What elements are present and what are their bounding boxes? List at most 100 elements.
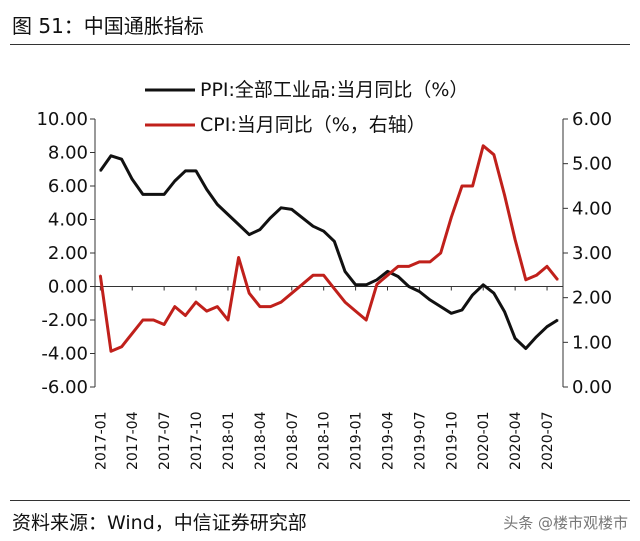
cpi-data-point — [407, 265, 410, 268]
figure-title: 图 51：中国通胀指标 — [12, 14, 204, 38]
y-left-tick-label: 8.00 — [48, 143, 88, 164]
cpi-data-point — [205, 310, 208, 312]
chart-ticks: 10.00 8.00 6.00 4.00 2.00 0.00 -2.00 -4.00 -6.00… — [36, 109, 612, 470]
ppi-data-point — [120, 158, 123, 160]
ppi-data-point — [386, 270, 389, 273]
ppi-data-point — [142, 193, 144, 196]
cpi-data-point — [556, 279, 559, 281]
cpi-data-point — [259, 305, 261, 308]
ppi-data-point — [418, 290, 421, 293]
y-left-tick-label: 2.00 — [48, 243, 88, 264]
cpi-data-point — [237, 256, 240, 259]
cpi-data-point — [163, 323, 165, 326]
x-tick-label: 2017-10 — [189, 412, 205, 471]
cpi-data-point — [439, 252, 442, 254]
ppi-data-point — [535, 335, 538, 338]
x-tick-label: 2019-01 — [349, 412, 365, 471]
x-tick-label: 2018-07 — [285, 412, 301, 471]
ppi-data-point — [110, 155, 112, 157]
cpi-data-point — [386, 274, 389, 277]
cpi-data-point — [110, 350, 112, 353]
ppi-data-point — [280, 206, 282, 209]
x-tick-label: 2018-01 — [221, 412, 237, 471]
cpi-data-point — [142, 319, 144, 321]
cpi-data-point — [450, 216, 453, 219]
ppi-data-point — [269, 217, 272, 219]
cpi-data-point — [301, 283, 304, 286]
inflation-chart: 10.00 8.00 6.00 4.00 2.00 0.00 -2.00 -4.00 -6.00… — [36, 79, 612, 470]
ppi-data-point — [524, 347, 527, 350]
ppi-data-point — [397, 275, 399, 278]
x-tick-label: 2018-10 — [317, 412, 333, 471]
ppi-data-point — [184, 170, 187, 172]
ppi-data-point — [173, 180, 176, 182]
y-left-tick-label: -6.00 — [41, 377, 88, 398]
x-tick-label: 2019-07 — [412, 412, 428, 471]
cpi-data-point — [461, 185, 463, 187]
cpi-data-point — [397, 265, 399, 268]
ppi-data-point — [131, 178, 134, 181]
cpi-data-point — [524, 279, 527, 281]
cpi-data-point — [152, 319, 155, 321]
bottom-rule — [10, 500, 630, 501]
cpi-data-point — [503, 194, 506, 196]
x-tick-label: 2017-07 — [157, 412, 173, 471]
cpi-data-point — [354, 310, 357, 312]
x-tick-label: 2017-01 — [93, 412, 109, 471]
ppi-data-point — [514, 337, 516, 340]
x-tick-label: 2018-04 — [253, 411, 269, 470]
cpi-data-point — [269, 305, 272, 308]
ppi-data-point — [248, 233, 251, 236]
ppi-data-point — [259, 228, 261, 231]
ppi-data-point — [365, 284, 368, 286]
cpi-data-point — [248, 292, 251, 295]
chart-lines — [98, 144, 559, 353]
ppi-data-point — [99, 170, 102, 172]
cpi-data-point — [429, 261, 431, 263]
y-right-tick-label: 1.00 — [572, 332, 612, 353]
cpi-data-point — [546, 265, 548, 268]
chart-axes — [94, 119, 564, 387]
ppi-data-point — [493, 292, 495, 295]
ppi-data-point — [354, 284, 357, 286]
x-tick-label: 2020-07 — [540, 412, 556, 471]
y-left-tick-label: 10.00 — [36, 109, 88, 130]
cpi-data-point — [535, 274, 538, 277]
ppi-data-point — [333, 240, 336, 243]
ppi-data-point — [195, 170, 197, 172]
cpi-data-point — [418, 261, 421, 263]
cpi-data-point — [120, 346, 123, 348]
cpi-data-point — [333, 287, 336, 290]
y-right-tick-label: 5.00 — [572, 154, 612, 175]
ppi-data-point — [471, 294, 474, 296]
ppi-data-point — [290, 208, 293, 211]
ppi-data-point — [429, 299, 431, 301]
ppi-data-point — [227, 213, 229, 216]
ppi-data-point — [482, 284, 485, 286]
cpi-data-point — [184, 314, 187, 317]
cpi-data-point — [493, 153, 495, 156]
cpi-data-point — [376, 283, 378, 286]
cpi-data-point — [290, 292, 293, 295]
legend-ppi-label: PPI:全部工业品:当月同比（%） — [200, 79, 468, 101]
cpi-data-point — [322, 274, 325, 277]
ppi-data-point — [322, 230, 325, 233]
cpi-data-point — [365, 319, 368, 321]
ppi-data-point — [461, 309, 463, 311]
ppi-data-point — [376, 279, 378, 281]
cpi-data-point — [482, 145, 485, 147]
y-left-tick-label: 4.00 — [48, 210, 88, 231]
cpi-data-point — [131, 332, 134, 335]
y-left-tick-label: -2.00 — [41, 310, 88, 331]
ppi-data-point — [450, 312, 453, 315]
source-note: 资料来源：Wind，中信证券研究部 — [12, 512, 307, 534]
y-right-tick-label: 3.00 — [572, 243, 612, 264]
chart-legend: PPI:全部工业品:当月同比（%） CPI:当月同比（%，右轴） — [145, 79, 468, 136]
y-right-tick-label: 0.00 — [572, 377, 612, 398]
cpi-data-point — [99, 274, 102, 277]
x-tick-label: 2020-04 — [508, 411, 524, 470]
cpi-data-point — [195, 301, 197, 303]
ppi-data-point — [503, 310, 506, 313]
cpi-data-point — [227, 319, 229, 321]
cpi-data-point — [471, 185, 474, 187]
